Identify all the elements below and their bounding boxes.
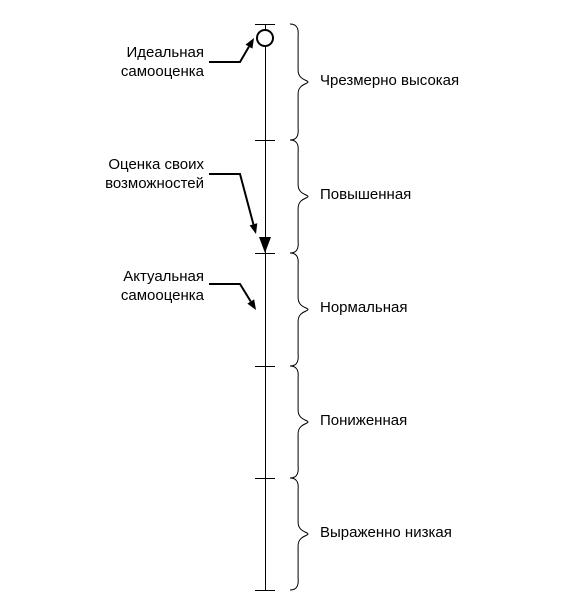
axis-arrow-down-icon [259,237,271,253]
axis-tick [255,590,275,591]
left-label-actual: Актуальная самооценка [121,268,204,306]
zone-label: Чрезмерно высокая [320,72,459,91]
axis-tick [255,24,275,25]
self-esteem-scale-diagram: Чрезмерно высокая Повышенная Нормальная Пон… [0,0,561,602]
zone-brace-icon [290,478,314,590]
axis-line [265,24,266,590]
left-label-ideal: Идеальная самооценка [121,44,204,82]
zone-label: Пониженная [320,412,407,431]
left-label-assess: Оценка своих возможностей [105,156,204,194]
zone-brace-icon [290,140,314,253]
leader-arrow-icon [207,164,268,244]
zone-brace-icon [290,366,314,478]
zone-label: Нормальная [320,299,408,318]
ideal-marker-icon [256,29,274,47]
axis-tick [255,366,275,367]
zone-label: Выраженно низкая [320,524,452,543]
leader-arrow-icon [207,274,268,320]
axis-tick [255,140,275,141]
zone-brace-icon [290,24,314,140]
zone-brace-icon [290,253,314,366]
axis-tick [255,478,275,479]
zone-label: Повышенная [320,186,411,205]
